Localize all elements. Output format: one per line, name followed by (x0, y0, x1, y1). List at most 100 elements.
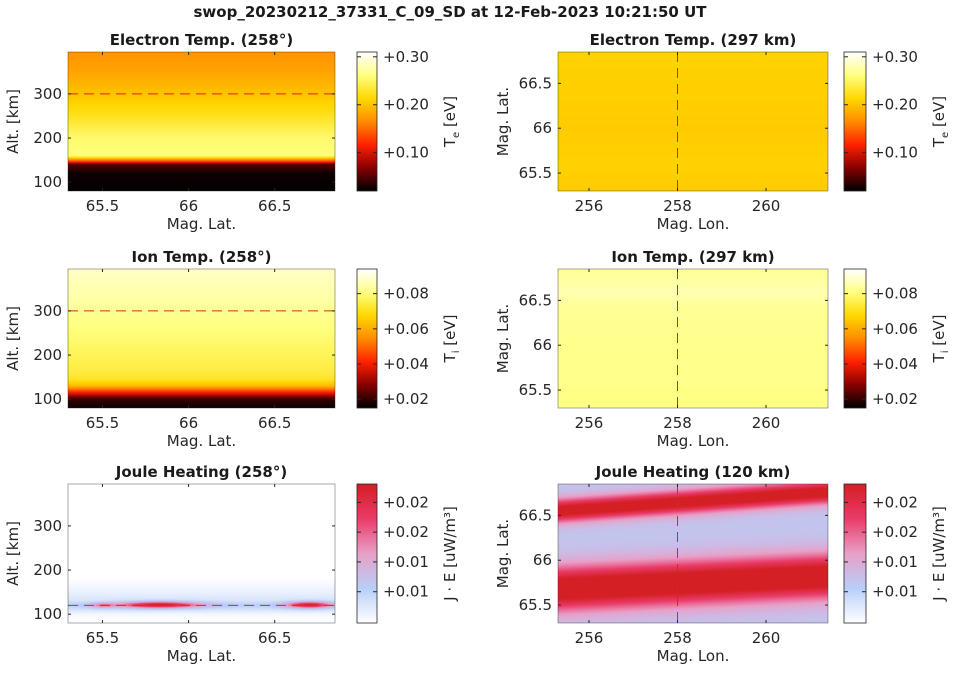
colorbar-label-main: T (441, 137, 459, 148)
colorbar-jh-alt (357, 484, 377, 623)
y-axis-label: Alt. [km] (4, 306, 22, 371)
colorbar-tick-label: +0.02 (872, 390, 918, 408)
colorbar-label-main: T (930, 352, 948, 363)
ytick-label: 300 (33, 517, 62, 535)
colorbar-label-sub: i (451, 351, 462, 354)
colorbar-frame (843, 51, 867, 192)
colorbar-tick-label: +0.01 (383, 583, 429, 601)
colorbar-label-unit: [eV] (930, 96, 948, 132)
panel-te-alt: 65.5 66 66.5 100 200 300 Electron Temp. (258°)… (4, 31, 462, 233)
colorbar-tick-label: +0.20 (872, 96, 918, 114)
axes-frame (557, 483, 829, 624)
colorbar-label-sub: e (451, 132, 462, 138)
heatmap-te-map (558, 52, 828, 191)
axes-frame (557, 268, 829, 409)
heatmap-te-alt (68, 52, 335, 191)
colorbar-label: J · E [uW/m³] (441, 506, 459, 602)
ytick-label: 66 (533, 336, 552, 354)
colorbar-frame (843, 268, 867, 409)
colorbar-label: Te [eV] (930, 96, 951, 148)
colorbar-tick-label: +0.01 (383, 553, 429, 571)
panel-te-map: 256 258 260 65.5 66 66.5 Electron Temp. (297 k… (494, 31, 951, 233)
panel-title: Joule Heating (120 km) (595, 463, 791, 481)
xtick-label: 258 (663, 414, 692, 432)
xtick-label: 256 (575, 414, 604, 432)
xtick-label: 256 (575, 197, 604, 215)
colorbar-label: J · E [uW/m³] (930, 506, 948, 602)
x-axis-label: Mag. Lat. (167, 647, 236, 665)
panel-title: Electron Temp. (258°) (110, 31, 293, 49)
colorbar-frame (356, 51, 378, 192)
ytick-label: 300 (33, 302, 62, 320)
xtick-label: 65.5 (86, 414, 119, 432)
colorbar-label: Ti [eV] (441, 315, 462, 364)
xtick-label: 66.5 (258, 197, 291, 215)
colorbar-tick-label: +0.30 (383, 48, 429, 66)
ytick-label: 66 (533, 119, 552, 137)
figure-title: swop_20230212_37331_C_09_SD at 12-Feb-20… (194, 3, 708, 21)
colorbar-ti-alt (357, 269, 377, 408)
heatmap-ti-map (558, 269, 828, 408)
panel-title: Electron Temp. (297 km) (590, 31, 797, 49)
heatmap-jh-map (558, 484, 828, 623)
ytick-label: 100 (33, 605, 62, 623)
xtick-label: 260 (752, 629, 781, 647)
colorbar-label: Ti [eV] (930, 315, 951, 364)
heatmap-ti-alt (68, 269, 335, 408)
axes-frame (67, 268, 336, 409)
colorbar-label-main: T (441, 352, 459, 363)
colorbar-label-unit: [uW/m³] (441, 506, 459, 573)
ytick-label: 66.5 (519, 291, 552, 309)
colorbar-tick-label: +0.08 (383, 285, 429, 303)
colorbar-ti-map (844, 269, 866, 408)
colorbar-tick-label: +0.08 (872, 285, 918, 303)
xtick-label: 258 (663, 629, 692, 647)
panel-title: Joule Heating (258°) (115, 463, 287, 481)
ytick-label: 200 (33, 346, 62, 364)
x-axis-label: Mag. Lon. (657, 432, 730, 450)
colorbar-label: Te [eV] (441, 96, 462, 148)
colorbar-tick-label: +0.10 (872, 144, 918, 162)
xtick-label: 66 (179, 414, 198, 432)
xtick-label: 260 (752, 197, 781, 215)
ytick-label: 200 (33, 129, 62, 147)
ytick-label: 66 (533, 551, 552, 569)
panel-ti-alt: 65.5 66 66.5 100 200 300 Ion Temp. (258°) Mag. … (4, 248, 462, 450)
ytick-label: 65.5 (519, 596, 552, 614)
panel-title: Ion Temp. (297 km) (611, 248, 774, 266)
ytick-label: 100 (33, 173, 62, 191)
y-axis-label: Mag. Lat. (494, 519, 512, 588)
colorbar-frame (356, 268, 378, 409)
x-axis-label: Mag. Lon. (657, 647, 730, 665)
ytick-label: 65.5 (519, 381, 552, 399)
colorbar-label-main: T (930, 137, 948, 148)
heatmap-jh-alt (68, 484, 335, 623)
colorbar-tick-label: +0.02 (872, 493, 918, 511)
colorbar-jh-map (844, 484, 866, 623)
ytick-label: 66.5 (519, 74, 552, 92)
colorbar-tick-label: +0.01 (872, 553, 918, 571)
colorbar-tick-label: +0.04 (383, 355, 429, 373)
colorbar-tick-label: +0.10 (383, 144, 429, 162)
colorbar-tick-label: +0.06 (872, 320, 918, 338)
colorbar-label-unit: [uW/m³] (930, 506, 948, 573)
colorbar-te-alt (357, 52, 377, 191)
ytick-label: 100 (33, 390, 62, 408)
colorbar-te-map (844, 52, 866, 191)
colorbar-label-main: J · E (930, 573, 948, 602)
ytick-label: 200 (33, 561, 62, 579)
colorbar-tick-label: +0.02 (872, 523, 918, 541)
colorbar-label-unit: [eV] (441, 315, 459, 351)
panel-ti-map: 256 258 260 65.5 66 66.5 Ion Temp. (297 km) Mag… (494, 248, 951, 450)
colorbar-tick-label: +0.20 (383, 96, 429, 114)
colorbar-tick-label: +0.06 (383, 320, 429, 338)
x-axis-label: Mag. Lon. (657, 215, 730, 233)
colorbar-frame (843, 483, 867, 624)
xtick-label: 65.5 (86, 629, 119, 647)
y-axis-label: Alt. [km] (4, 521, 22, 586)
y-axis-label: Mag. Lat. (494, 304, 512, 373)
xtick-label: 256 (575, 629, 604, 647)
xtick-label: 66.5 (258, 414, 291, 432)
colorbar-tick-label: +0.02 (383, 493, 429, 511)
x-axis-label: Mag. Lat. (167, 215, 236, 233)
